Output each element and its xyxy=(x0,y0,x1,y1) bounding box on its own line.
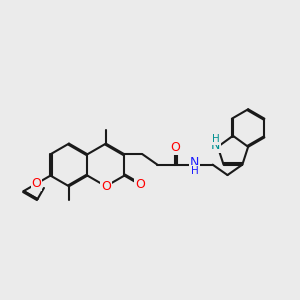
Text: N: N xyxy=(190,156,199,169)
Text: O: O xyxy=(101,180,111,193)
Text: O: O xyxy=(135,178,145,191)
Text: O: O xyxy=(170,141,180,154)
Text: O: O xyxy=(32,177,42,190)
Text: N: N xyxy=(211,139,220,152)
Text: H: H xyxy=(212,134,220,144)
Text: H: H xyxy=(190,166,198,176)
